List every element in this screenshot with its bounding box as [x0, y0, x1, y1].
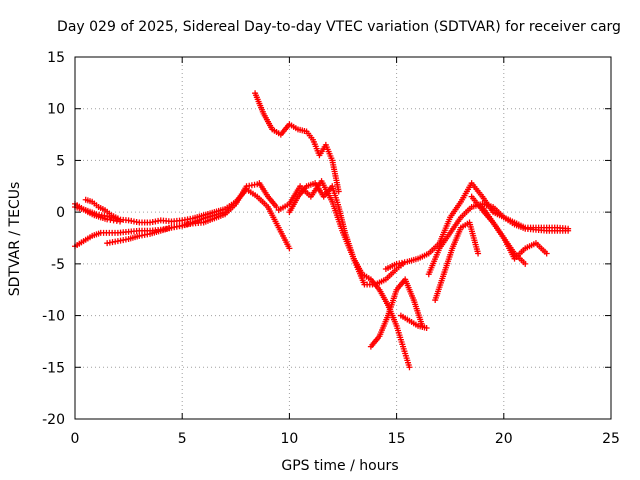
x-tick-label: 15 [388, 431, 406, 447]
x-tick-label: 10 [280, 431, 298, 447]
data-point [543, 250, 550, 257]
data-points [72, 90, 572, 371]
x-axis-label: GPS time / hours [281, 458, 398, 474]
x-tick-label: 0 [71, 431, 80, 447]
series-arc-e [82, 196, 121, 222]
y-tick-label: 5 [56, 153, 65, 169]
data-point [522, 260, 529, 267]
y-axis-label: SDTVAR / TECUs [7, 182, 23, 297]
series-arc-p [256, 180, 280, 210]
data-point [286, 245, 293, 252]
series-arc-f [252, 90, 342, 195]
plot-frame [74, 56, 612, 420]
data-point [273, 203, 280, 210]
data-point [335, 188, 342, 195]
y-tick-label: -10 [42, 309, 65, 325]
data-point [423, 324, 430, 331]
data-point [565, 227, 572, 234]
series-arc-l [432, 219, 482, 304]
y-tick-label: 15 [47, 50, 65, 66]
series-arc-h [275, 178, 407, 288]
data-point [114, 215, 121, 222]
x-tick-label: 25 [602, 431, 620, 447]
axis-ticks: 0 5 10 15 20 25 -20 -15 -10 -5 0 5 10 15 [42, 50, 620, 447]
data-point [406, 364, 413, 371]
y-tick-label: -5 [51, 257, 65, 273]
series-arc-k [425, 200, 572, 278]
series-arc-n [479, 203, 529, 267]
data-point [117, 218, 124, 225]
chart-title: Day 029 of 2025, Sidereal Day-to-day VTE… [57, 19, 621, 35]
x-tick-label: 20 [495, 431, 513, 447]
y-tick-label: -20 [42, 412, 65, 428]
series-arc-c [104, 209, 229, 247]
data-point [222, 209, 229, 216]
y-tick-label: 0 [56, 205, 65, 221]
data-point [475, 250, 482, 257]
x-tick-label: 5 [178, 431, 187, 447]
y-tick-label: -15 [42, 360, 65, 376]
y-tick-label: 10 [47, 102, 65, 118]
series-arc-o [397, 312, 430, 331]
series-arc-b [72, 181, 261, 250]
